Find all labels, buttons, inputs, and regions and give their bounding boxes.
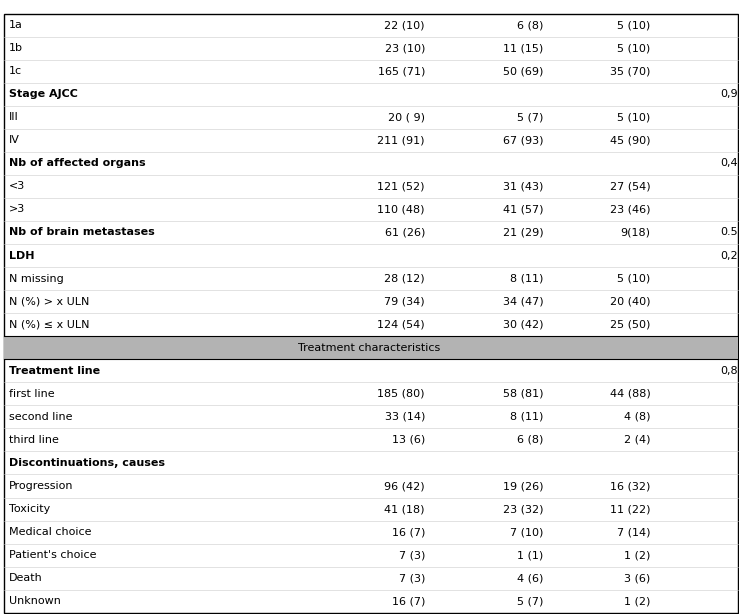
Text: 23 (46): 23 (46)	[610, 204, 650, 214]
Text: 7 (3): 7 (3)	[398, 550, 425, 560]
Text: 34 (47): 34 (47)	[503, 297, 543, 306]
Text: 1a: 1a	[9, 20, 23, 30]
Text: >3: >3	[9, 204, 25, 214]
Text: 6 (8): 6 (8)	[517, 20, 543, 30]
Text: 7 (14): 7 (14)	[617, 527, 650, 537]
Text: <3: <3	[9, 181, 25, 192]
Text: 5 (10): 5 (10)	[617, 20, 650, 30]
Text: Nb of brain metastases: Nb of brain metastases	[9, 227, 154, 238]
Text: 16 (32): 16 (32)	[610, 481, 650, 491]
Text: Death: Death	[9, 573, 43, 583]
Text: 96 (42): 96 (42)	[384, 481, 425, 491]
Text: 20 ( 9): 20 ( 9)	[388, 112, 425, 122]
Text: 44 (88): 44 (88)	[610, 389, 650, 399]
Text: Discontinuations, causes: Discontinuations, causes	[9, 458, 165, 468]
Text: 41 (18): 41 (18)	[384, 504, 425, 514]
Bar	[4, 336, 738, 359]
Text: 0.5: 0.5	[720, 227, 738, 238]
Text: 121 (52): 121 (52)	[378, 181, 425, 192]
Text: 1 (2): 1 (2)	[624, 550, 650, 560]
Text: 16 (7): 16 (7)	[392, 527, 425, 537]
Text: 28 (12): 28 (12)	[384, 274, 425, 284]
Text: 25 (50): 25 (50)	[610, 320, 650, 330]
Text: 4 (6): 4 (6)	[517, 573, 543, 583]
Text: 5 (10): 5 (10)	[617, 43, 650, 53]
Text: 124 (54): 124 (54)	[378, 320, 425, 330]
Text: Stage AJCC: Stage AJCC	[9, 89, 78, 99]
Text: 0,4: 0,4	[720, 158, 738, 168]
Text: 23 (10): 23 (10)	[384, 43, 425, 53]
Text: 1 (2): 1 (2)	[624, 596, 650, 606]
Text: 8 (11): 8 (11)	[510, 412, 543, 422]
Text: 0,8: 0,8	[720, 366, 738, 376]
Text: Treatment characteristics: Treatment characteristics	[299, 343, 440, 352]
Text: 27 (54): 27 (54)	[610, 181, 650, 192]
Text: 165 (71): 165 (71)	[378, 66, 425, 76]
Text: III: III	[9, 112, 18, 122]
Text: Toxicity: Toxicity	[9, 504, 50, 514]
Text: 13 (6): 13 (6)	[392, 435, 425, 445]
Text: 1c: 1c	[9, 66, 22, 76]
Text: 11 (15): 11 (15)	[503, 43, 543, 53]
Text: Treatment line: Treatment line	[9, 366, 100, 376]
Text: 22 (10): 22 (10)	[384, 20, 425, 30]
Text: 9(18): 9(18)	[620, 227, 650, 238]
Text: 5 (10): 5 (10)	[617, 274, 650, 284]
Text: 1b: 1b	[9, 43, 23, 53]
Text: Progression: Progression	[9, 481, 73, 491]
Text: 5 (7): 5 (7)	[517, 112, 543, 122]
Text: 33 (14): 33 (14)	[384, 412, 425, 422]
Text: 110 (48): 110 (48)	[378, 204, 425, 214]
Text: N (%) > x ULN: N (%) > x ULN	[9, 297, 89, 306]
Text: 0,2: 0,2	[720, 251, 738, 260]
Text: 5 (10): 5 (10)	[617, 112, 650, 122]
Text: 185 (80): 185 (80)	[378, 389, 425, 399]
Text: Patient's choice: Patient's choice	[9, 550, 96, 560]
Text: 31 (43): 31 (43)	[503, 181, 543, 192]
Text: 41 (57): 41 (57)	[503, 204, 543, 214]
Text: 7 (10): 7 (10)	[510, 527, 543, 537]
Text: Unknown: Unknown	[9, 596, 61, 606]
Text: third line: third line	[9, 435, 58, 445]
Text: 8 (11): 8 (11)	[510, 274, 543, 284]
Text: 67 (93): 67 (93)	[503, 135, 543, 146]
Text: 3 (6): 3 (6)	[624, 573, 650, 583]
Text: 0,9: 0,9	[720, 89, 738, 99]
Text: 30 (42): 30 (42)	[503, 320, 543, 330]
Text: 50 (69): 50 (69)	[503, 66, 543, 76]
Text: LDH: LDH	[9, 251, 35, 260]
Text: 1 (1): 1 (1)	[517, 550, 543, 560]
Text: IV: IV	[9, 135, 20, 146]
Text: N missing: N missing	[9, 274, 64, 284]
Text: 45 (90): 45 (90)	[610, 135, 650, 146]
Text: 7 (3): 7 (3)	[398, 573, 425, 583]
Text: 61 (26): 61 (26)	[384, 227, 425, 238]
Text: 5 (7): 5 (7)	[517, 596, 543, 606]
Text: N (%) ≤ x ULN: N (%) ≤ x ULN	[9, 320, 89, 330]
Text: 19 (26): 19 (26)	[503, 481, 543, 491]
Text: 211 (91): 211 (91)	[378, 135, 425, 146]
Text: 2 (4): 2 (4)	[624, 435, 650, 445]
Text: 21 (29): 21 (29)	[503, 227, 543, 238]
Text: 4 (8): 4 (8)	[624, 412, 650, 422]
Text: 16 (7): 16 (7)	[392, 596, 425, 606]
Text: 79 (34): 79 (34)	[384, 297, 425, 306]
Text: first line: first line	[9, 389, 55, 399]
Text: 11 (22): 11 (22)	[610, 504, 650, 514]
Text: 6 (8): 6 (8)	[517, 435, 543, 445]
Text: 35 (70): 35 (70)	[610, 66, 650, 76]
Text: Nb of affected organs: Nb of affected organs	[9, 158, 146, 168]
Text: 58 (81): 58 (81)	[503, 389, 543, 399]
Text: Medical choice: Medical choice	[9, 527, 92, 537]
Text: second line: second line	[9, 412, 72, 422]
Text: 23 (32): 23 (32)	[503, 504, 543, 514]
Text: 20 (40): 20 (40)	[610, 297, 650, 306]
